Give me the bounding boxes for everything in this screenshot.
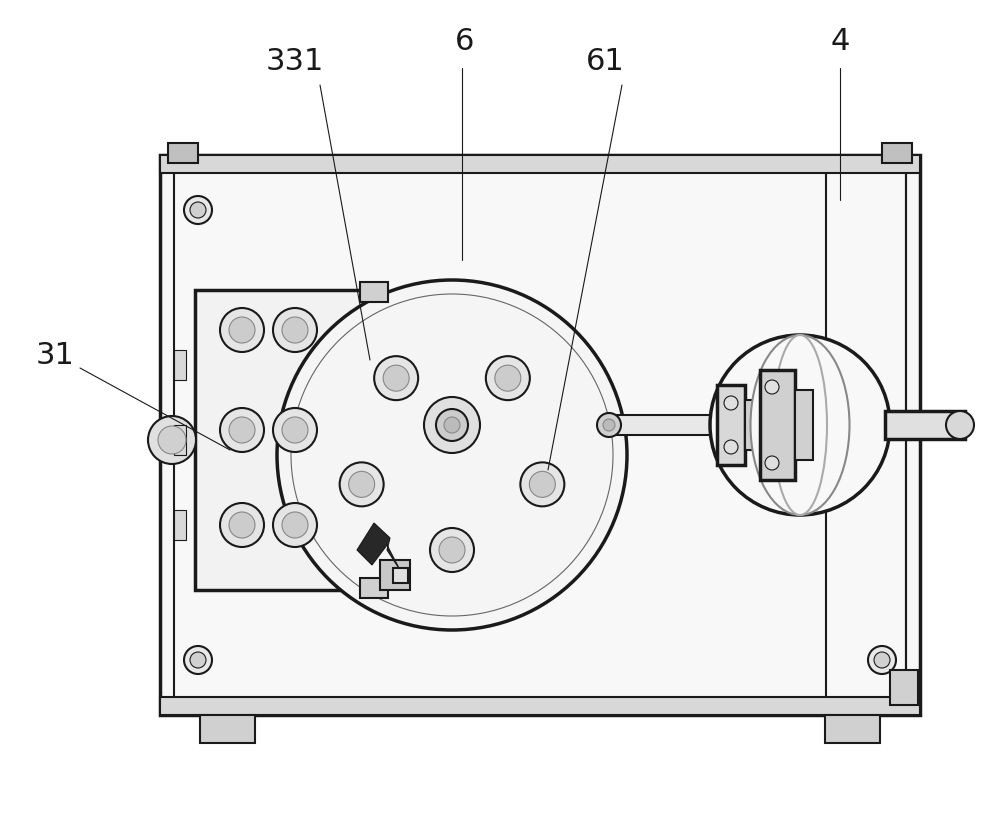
Circle shape [424,397,480,453]
Bar [360,578,388,598]
Bar [160,155,920,715]
Bar [200,715,255,743]
Circle shape [486,357,530,400]
Ellipse shape [773,335,827,515]
Bar [160,155,920,173]
Circle shape [282,317,308,343]
Bar [160,697,920,715]
Circle shape [724,440,738,454]
Circle shape [436,409,468,441]
Circle shape [340,462,384,506]
Bar [745,400,760,450]
Bar [717,385,745,465]
Circle shape [597,413,621,437]
Circle shape [520,462,564,506]
Text: 4: 4 [830,28,850,56]
Circle shape [444,417,460,433]
Text: 6: 6 [455,28,475,56]
Circle shape [190,202,206,218]
Bar [760,370,795,480]
Circle shape [148,416,196,464]
Text: 61: 61 [586,47,624,77]
Circle shape [184,196,212,224]
Circle shape [220,503,264,547]
Circle shape [282,417,308,443]
Ellipse shape [750,335,850,515]
Circle shape [430,528,474,572]
Circle shape [220,308,264,352]
Circle shape [190,652,206,668]
Bar [890,670,918,705]
Circle shape [277,280,627,630]
Circle shape [724,396,738,410]
Bar [795,390,813,460]
Bar [174,425,186,455]
Circle shape [603,419,615,431]
Bar [393,568,408,583]
Circle shape [158,426,186,454]
Circle shape [383,365,409,392]
Circle shape [291,294,613,616]
Circle shape [229,317,255,343]
Circle shape [765,380,779,394]
Circle shape [273,308,317,352]
Bar [174,510,186,540]
Circle shape [349,471,375,497]
Circle shape [868,646,896,674]
Polygon shape [357,523,400,570]
Circle shape [374,357,418,400]
Circle shape [495,365,521,392]
Circle shape [874,652,890,668]
Circle shape [220,408,264,452]
Circle shape [710,335,890,515]
Bar [380,560,410,590]
Circle shape [229,512,255,538]
Bar [825,715,880,743]
Circle shape [529,471,555,497]
Bar [612,415,732,435]
Circle shape [229,417,255,443]
Text: 31: 31 [36,340,74,370]
Circle shape [273,408,317,452]
Circle shape [184,646,212,674]
Bar [360,282,388,302]
Circle shape [273,503,317,547]
Circle shape [282,512,308,538]
Bar [885,411,965,439]
Text: 331: 331 [266,47,324,77]
Bar [882,143,912,163]
Circle shape [439,537,465,563]
Circle shape [765,456,779,470]
Bar [168,143,198,163]
Bar [195,290,385,590]
Circle shape [946,411,974,439]
Bar [174,350,186,380]
